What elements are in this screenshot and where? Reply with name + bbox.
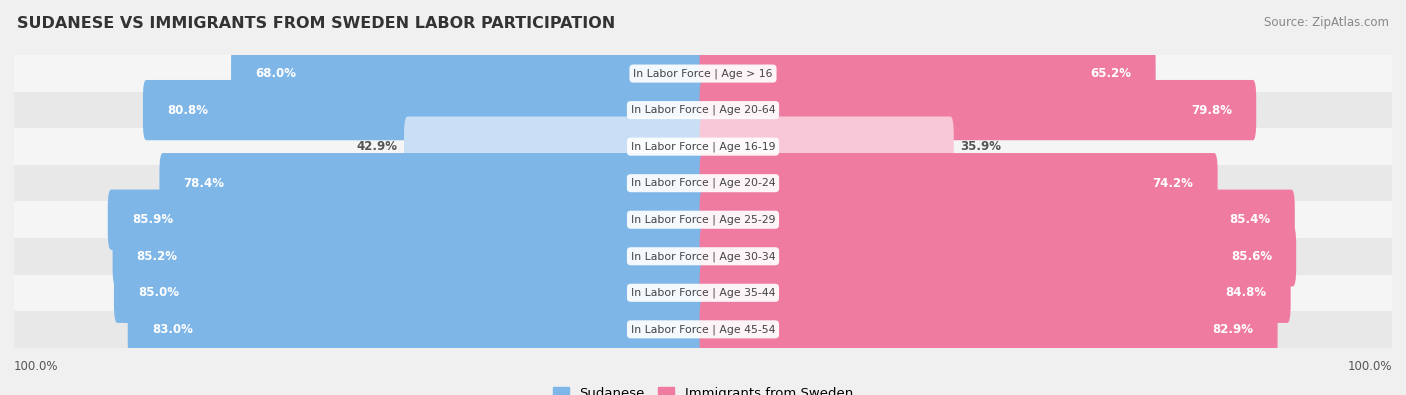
FancyBboxPatch shape [700,153,1218,213]
Text: 100.0%: 100.0% [1347,360,1392,373]
Text: 42.9%: 42.9% [356,140,396,153]
Bar [14,92,1392,128]
Text: 85.6%: 85.6% [1230,250,1272,263]
FancyBboxPatch shape [700,43,1156,104]
Text: In Labor Force | Age 25-29: In Labor Force | Age 25-29 [631,214,775,225]
Text: In Labor Force | Age 20-64: In Labor Force | Age 20-64 [631,105,775,115]
Text: 78.4%: 78.4% [184,177,225,190]
Bar [14,55,1392,92]
Bar [14,238,1392,275]
FancyBboxPatch shape [700,226,1296,286]
Text: In Labor Force | Age 35-44: In Labor Force | Age 35-44 [631,288,775,298]
Text: In Labor Force | Age 45-54: In Labor Force | Age 45-54 [631,324,775,335]
Text: 85.4%: 85.4% [1230,213,1271,226]
Text: 74.2%: 74.2% [1153,177,1194,190]
FancyBboxPatch shape [700,299,1278,359]
Text: 100.0%: 100.0% [14,360,59,373]
FancyBboxPatch shape [700,263,1291,323]
FancyBboxPatch shape [143,80,706,140]
Text: 79.8%: 79.8% [1191,103,1232,117]
Text: 85.0%: 85.0% [138,286,179,299]
Text: 84.8%: 84.8% [1226,286,1267,299]
Text: 68.0%: 68.0% [254,67,297,80]
Text: SUDANESE VS IMMIGRANTS FROM SWEDEN LABOR PARTICIPATION: SUDANESE VS IMMIGRANTS FROM SWEDEN LABOR… [17,16,614,31]
FancyBboxPatch shape [700,117,953,177]
Bar [14,128,1392,165]
Text: In Labor Force | Age 16-19: In Labor Force | Age 16-19 [631,141,775,152]
FancyBboxPatch shape [231,43,706,104]
FancyBboxPatch shape [114,263,706,323]
FancyBboxPatch shape [159,153,706,213]
Legend: Sudanese, Immigrants from Sweden: Sudanese, Immigrants from Sweden [548,381,858,395]
FancyBboxPatch shape [700,190,1295,250]
Bar [14,165,1392,201]
Bar [14,311,1392,348]
Text: In Labor Force | Age 30-34: In Labor Force | Age 30-34 [631,251,775,261]
Text: 65.2%: 65.2% [1091,67,1132,80]
Text: Source: ZipAtlas.com: Source: ZipAtlas.com [1264,16,1389,29]
Text: 85.2%: 85.2% [136,250,177,263]
FancyBboxPatch shape [128,299,706,359]
Bar [14,275,1392,311]
FancyBboxPatch shape [700,80,1256,140]
Text: 35.9%: 35.9% [960,140,1001,153]
FancyBboxPatch shape [404,117,706,177]
Text: In Labor Force | Age 20-24: In Labor Force | Age 20-24 [631,178,775,188]
Text: 82.9%: 82.9% [1212,323,1254,336]
FancyBboxPatch shape [108,190,706,250]
Text: 83.0%: 83.0% [152,323,193,336]
Text: 85.9%: 85.9% [132,213,173,226]
Text: 80.8%: 80.8% [167,103,208,117]
FancyBboxPatch shape [112,226,706,286]
Bar [14,201,1392,238]
Text: In Labor Force | Age > 16: In Labor Force | Age > 16 [633,68,773,79]
